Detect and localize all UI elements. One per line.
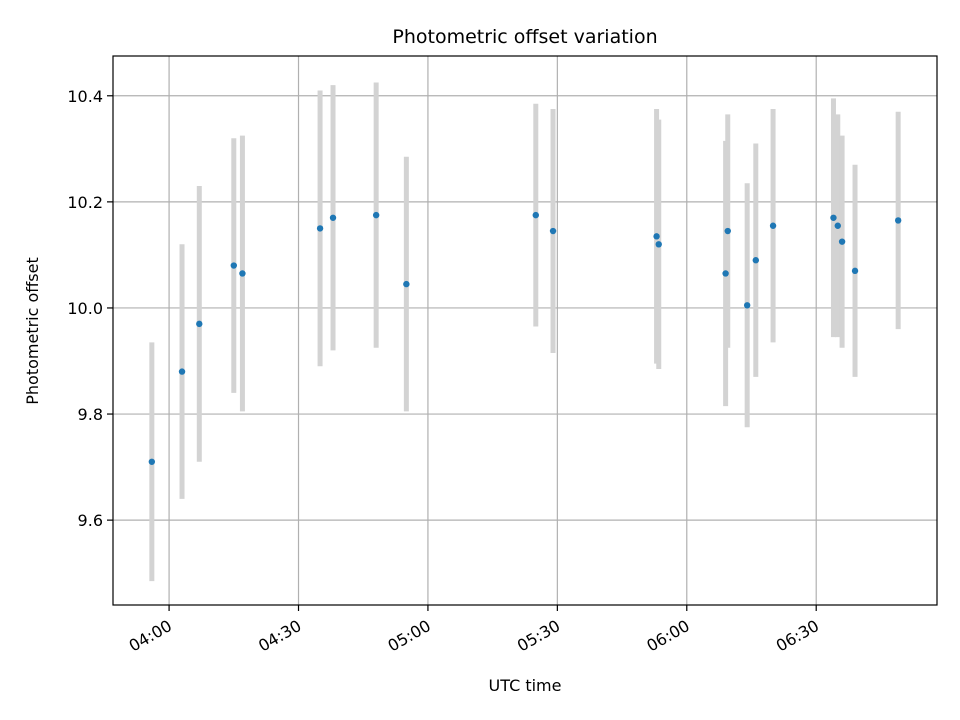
y-axis-ticks: 9.6 9.8 10.0 10.2 10.4 [67,87,113,530]
error-bars [149,82,901,582]
x-axis-label: UTC time [489,676,562,695]
data-point [752,257,760,264]
data-point [239,270,246,277]
data-point [196,320,203,328]
x-tick-label: 04:00 [126,616,175,656]
x-tick-label: 06:30 [773,616,822,656]
data-point [769,222,777,229]
data-point [655,241,662,248]
data-point [403,280,410,288]
y-tick-label: 9.6 [78,511,103,530]
data-point [838,238,846,245]
x-tick-label: 05:00 [385,616,434,656]
grid-lines [113,56,937,605]
plot-frame [112,55,938,606]
y-axis-label: Photometric offset [23,257,42,405]
x-tick-label: 06:00 [643,616,692,656]
data-point [178,368,186,375]
data-point [148,458,156,465]
x-axis-ticks: 04:00 04:30 05:00 05:30 06:00 06:30 [126,605,822,656]
chart-title: Photometric offset variation [392,26,657,48]
data-point [549,227,557,235]
data-point [653,233,660,240]
data-point [743,302,751,309]
y-tick-label: 9.8 [78,405,103,424]
data-point [230,262,237,269]
data-point [532,211,539,219]
y-tick-label: 10.2 [67,193,103,212]
data-points [148,211,902,465]
data-point [316,225,324,232]
data-point [372,211,380,219]
x-tick-label: 05:30 [514,616,563,656]
data-point [834,222,841,229]
data-point [724,227,731,235]
data-point [722,270,729,277]
x-tick-label: 04:30 [255,616,304,656]
y-tick-label: 10.0 [67,299,103,318]
data-point [830,214,837,221]
data-point [851,267,859,275]
data-point [329,214,337,221]
y-tick-label: 10.4 [67,87,103,106]
data-point [894,217,902,224]
